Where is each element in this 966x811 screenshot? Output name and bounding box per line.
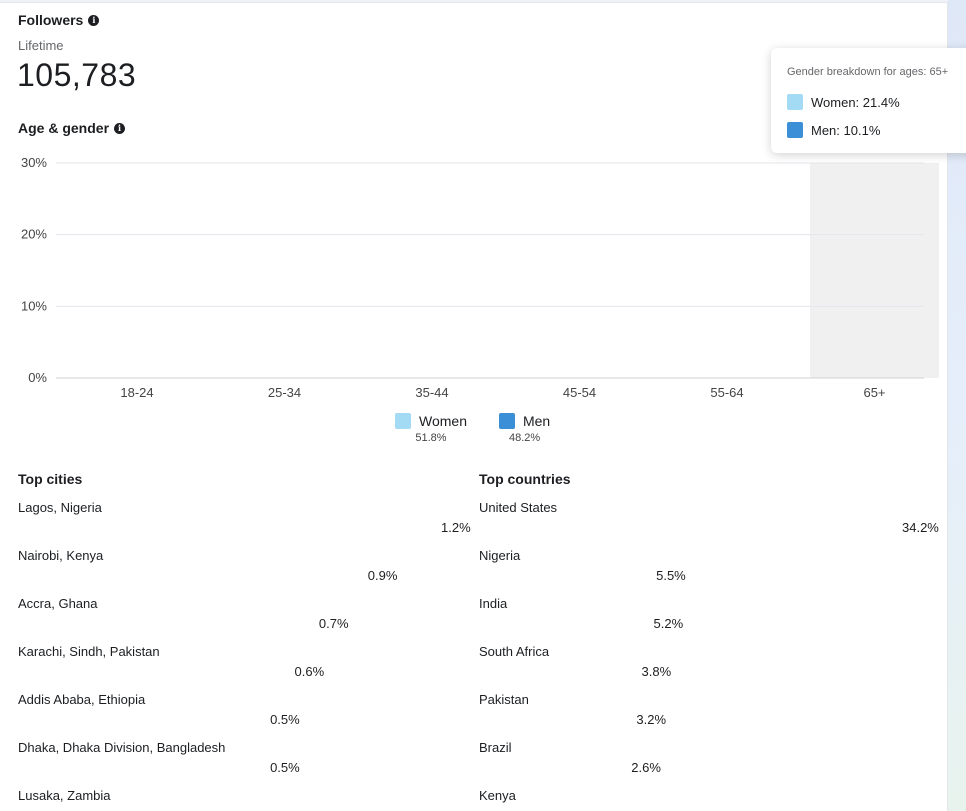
- country-item: India 5.2%: [479, 596, 934, 644]
- country-item: United States 34.2%: [479, 500, 939, 548]
- top-cities-list: Top cities Lagos, Nigeria 1.2% Nairobi, Ke…: [18, 471, 471, 811]
- city-item: Accra, Ghana 0.7%: [18, 596, 468, 644]
- city-percentage: 0.7%: [318, 616, 349, 631]
- city-item: Lagos, Nigeria 1.2%: [18, 500, 471, 548]
- country-name: South Africa: [479, 644, 550, 659]
- followers-title: Followers: [18, 12, 84, 28]
- followers-count: 105,783: [17, 57, 137, 93]
- country-item: Pakistan 3.2%: [479, 692, 934, 740]
- city-percentage: 0.5%: [270, 760, 300, 775]
- info-icon[interactable]: i: [114, 122, 126, 134]
- country-name: India: [479, 596, 508, 611]
- x-tick-label: 55-64: [710, 385, 743, 400]
- y-tick-label: 10%: [21, 298, 47, 313]
- chart-legend: Women 51.8% Men 48.2%: [395, 413, 550, 444]
- top-countries-list: Top countries United States 34.2% Nigeria 5…: [479, 471, 939, 811]
- country-percentage: 3.8%: [641, 664, 672, 679]
- country-percentage: 2.2%: [628, 808, 658, 811]
- x-tick-label: 18-24: [120, 385, 153, 400]
- city-percentage: 0.9%: [367, 568, 398, 583]
- city-item: Addis Ababa, Ethiopia 0.5%: [18, 692, 468, 740]
- legend-pct-men: 48.2%: [509, 432, 541, 444]
- followers-heading: Followers i: [18, 12, 100, 28]
- city-percentage: 1.2%: [441, 520, 471, 535]
- legend-item-men[interactable]: Men 48.2%: [498, 413, 551, 444]
- legend-swatch-women: [395, 413, 411, 429]
- chart-tooltip: Gender breakdown for ages: 65+ Women: 21…: [771, 48, 966, 153]
- legend-label-men: Men: [522, 413, 551, 429]
- city-name: Karachi, Sindh, Pakistan: [18, 644, 160, 659]
- tooltip-label-men: Men: 10.1%: [811, 122, 881, 138]
- city-name: Addis Ababa, Ethiopia: [18, 692, 146, 707]
- country-item: Nigeria 5.5%: [479, 548, 934, 596]
- top-cities-title: Top cities: [18, 471, 83, 487]
- city-item: Nairobi, Kenya 0.9%: [18, 548, 468, 596]
- country-percentage: 5.2%: [653, 616, 684, 631]
- age-gender-chart[interactable]: 0% 10% 20% 30% 18-24 25-34 35-44 45-54 55-64 65+: [0, 143, 948, 413]
- country-percentage: 3.2%: [636, 712, 667, 727]
- info-icon[interactable]: i: [88, 14, 100, 26]
- page-background-strip: [948, 0, 966, 811]
- country-item: Brazil 2.6%: [479, 740, 934, 788]
- legend-pct-women: 51.8%: [415, 432, 447, 444]
- country-percentage: 5.5%: [656, 568, 686, 583]
- x-tick-label: 45-54: [563, 385, 596, 400]
- city-name: Lagos, Nigeria: [18, 500, 102, 515]
- country-name: Brazil: [479, 740, 512, 755]
- city-percentage: 0.5%: [270, 712, 300, 727]
- country-name: United States: [479, 500, 558, 515]
- city-name: Lusaka, Zambia: [18, 788, 111, 803]
- tooltip-swatch-women: [787, 94, 803, 110]
- tooltip-row-men: Men: 10.1%: [787, 116, 966, 144]
- country-item: Kenya 2.2%: [479, 788, 934, 811]
- top-countries-title: Top countries: [479, 471, 571, 487]
- age-gender-heading: Age & gender i: [18, 120, 126, 136]
- tooltip-swatch-men: [787, 122, 803, 138]
- x-tick-label: 25-34: [268, 385, 301, 400]
- y-tick-label: 30%: [21, 155, 47, 170]
- x-tick-label: 35-44: [415, 385, 448, 400]
- legend-label-women: Women: [419, 413, 467, 429]
- x-tick-label: 65+: [863, 385, 885, 400]
- tooltip-label-women: Women: 21.4%: [811, 94, 900, 110]
- country-percentage: 2.6%: [631, 760, 661, 775]
- country-name: Pakistan: [479, 692, 529, 707]
- highlight-band: [810, 163, 939, 378]
- country-item: South Africa 3.8%: [479, 644, 934, 692]
- age-gender-title: Age & gender: [18, 120, 110, 136]
- city-item: Lusaka, Zambia 0.5%: [18, 788, 468, 811]
- city-item: Karachi, Sindh, Pakistan 0.6%: [18, 644, 468, 692]
- city-percentage: 0.6%: [294, 664, 325, 679]
- y-tick-label: 20%: [21, 227, 47, 242]
- city-item: Dhaka, Dhaka Division, Bangladesh 0.5%: [18, 740, 468, 788]
- y-tick-label: 0%: [28, 370, 47, 385]
- legend-swatch-men: [498, 413, 515, 429]
- tooltip-row-women: Women: 21.4%: [787, 88, 966, 116]
- followers-period: Lifetime: [18, 38, 64, 53]
- country-name: Kenya: [479, 788, 516, 803]
- city-name: Accra, Ghana: [18, 596, 98, 611]
- country-percentage: 34.2%: [902, 520, 939, 535]
- city-percentage: 0.5%: [270, 808, 300, 811]
- city-name: Dhaka, Dhaka Division, Bangladesh: [18, 740, 226, 755]
- legend-item-women[interactable]: Women 51.8%: [395, 413, 467, 444]
- city-name: Nairobi, Kenya: [18, 548, 104, 563]
- tooltip-title: Gender breakdown for ages: 65+: [787, 66, 949, 78]
- country-name: Nigeria: [479, 548, 521, 563]
